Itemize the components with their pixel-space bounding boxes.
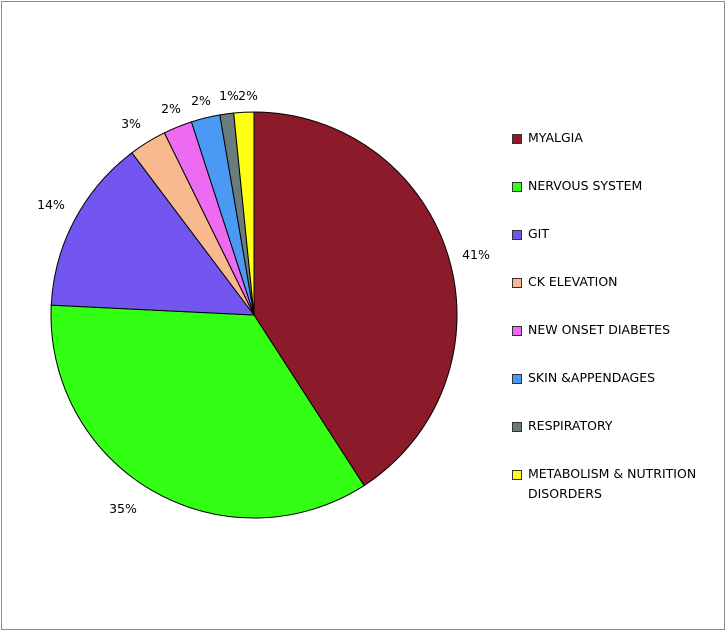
- legend-label: NEW ONSET DIABETES: [528, 322, 671, 337]
- legend-item: RESPIRATORY: [512, 418, 724, 436]
- data-label: 2%: [238, 88, 258, 103]
- pie-slice-myalgia: [253, 111, 458, 487]
- data-label: 2%: [161, 101, 181, 116]
- legend-label: CK ELEVATION: [528, 274, 618, 289]
- data-label: 1%: [219, 88, 239, 103]
- data-label: 2%: [191, 93, 211, 108]
- legend-swatch: [512, 230, 522, 240]
- legend-item: CK ELEVATION: [512, 274, 724, 292]
- legend-item: GIT: [512, 226, 724, 244]
- legend-swatch: [512, 278, 522, 288]
- legend-swatch: [512, 182, 522, 192]
- legend-item: METABOLISM & NUTRITION DISORDERS: [512, 466, 724, 504]
- pie-labels: 41%35%14%3%2%2% 1% 2%: [37, 88, 490, 516]
- legend-item: NERVOUS SYSTEM: [512, 178, 724, 196]
- legend-label: GIT: [528, 226, 550, 241]
- legend-swatch: [512, 422, 522, 432]
- legend-label: METABOLISM & NUTRITION DISORDERS: [528, 466, 697, 501]
- pie-slice-git: [50, 152, 256, 316]
- legend-swatch: [512, 326, 522, 336]
- legend-swatch: [512, 374, 522, 384]
- pie-slice-nervous-system: [50, 304, 365, 519]
- legend-swatch: [512, 134, 522, 144]
- legend-label: SKIN &APPENDAGES: [528, 370, 656, 385]
- legend-item: NEW ONSET DIABETES: [512, 322, 724, 340]
- data-label: 3%: [121, 116, 141, 131]
- pie-slice-metabolism-nutrition-disorders: [233, 111, 255, 316]
- data-label: 14%: [37, 197, 65, 212]
- legend-label: NERVOUS SYSTEM: [528, 178, 643, 193]
- data-label: 41%: [462, 247, 490, 262]
- legend-item: MYALGIA: [512, 130, 724, 148]
- legend-swatch: [512, 470, 522, 480]
- legend-item: SKIN &APPENDAGES: [512, 370, 724, 388]
- data-label: 35%: [109, 501, 137, 516]
- pie-slices: [50, 111, 458, 519]
- legend-label: RESPIRATORY: [528, 418, 613, 433]
- legend-label: MYALGIA: [528, 130, 583, 145]
